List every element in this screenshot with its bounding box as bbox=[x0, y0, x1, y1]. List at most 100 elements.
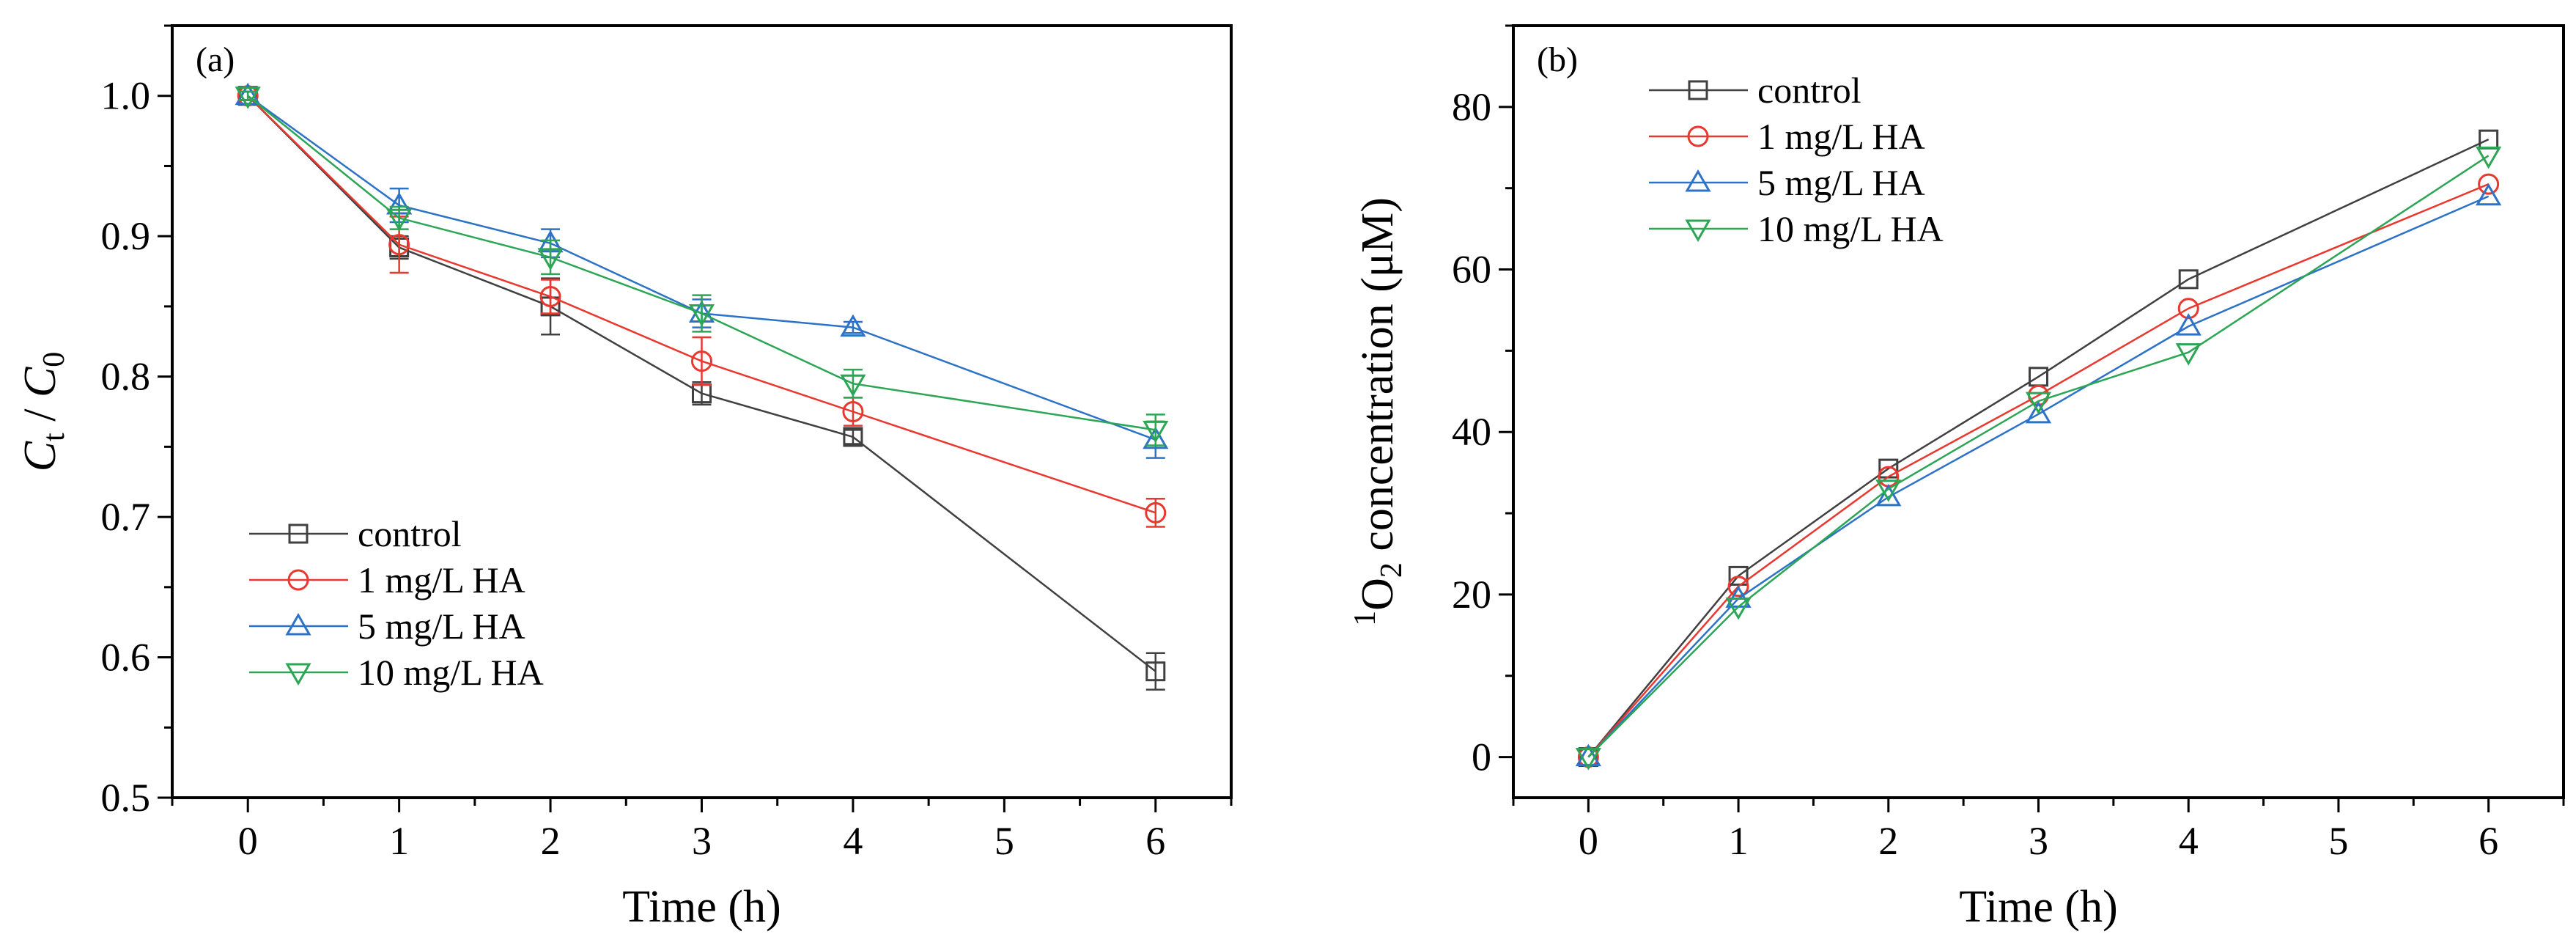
data-point bbox=[2175, 313, 2202, 336]
panel-b-y-tick-label: 20 bbox=[1452, 573, 1491, 617]
series-line bbox=[1587, 183, 2490, 758]
panel-a-x-axis-title: Time (h) bbox=[622, 882, 780, 932]
panel-a-y-axis-title: Ct / C0 bbox=[15, 352, 71, 472]
data-point bbox=[843, 427, 863, 447]
legend-item-1-mg-l-ha: 1 mg/L HA bbox=[1649, 116, 1925, 157]
legend-marker bbox=[285, 663, 311, 686]
series-line bbox=[1587, 139, 2490, 758]
y-title-separator: / bbox=[15, 397, 65, 433]
panel-a-x-tick-label: 4 bbox=[843, 819, 863, 863]
panel-b-y-tick-label: 40 bbox=[1452, 410, 1491, 454]
data-point bbox=[2476, 183, 2502, 206]
panel-b-x-tick-label: 3 bbox=[2029, 819, 2048, 863]
panel-a-x-tick-label: 6 bbox=[1145, 819, 1165, 863]
data-point bbox=[1575, 743, 1601, 767]
legend-marker bbox=[1685, 219, 1711, 243]
data-point bbox=[1875, 479, 1902, 502]
panel-b-y-tick-label: 80 bbox=[1452, 85, 1491, 129]
y-title-superscript: 1 bbox=[1348, 611, 1382, 626]
data-point bbox=[2178, 269, 2199, 290]
y-title-sub-0: 0 bbox=[37, 352, 71, 367]
series-line bbox=[247, 95, 1156, 431]
legend-marker bbox=[1688, 80, 1708, 100]
panel-b-legend: control 1 mg/L HA 5 mg/L HA 10 mg/L HA bbox=[1649, 70, 1944, 249]
data-point bbox=[1725, 598, 1752, 620]
series-line bbox=[247, 95, 1156, 441]
y-title-sub-t: t bbox=[37, 433, 71, 441]
legend-item-5-mg-l-ha: 5 mg/L HA bbox=[249, 606, 525, 647]
panel-a-label: (a) bbox=[196, 40, 235, 79]
legend-label: 10 mg/L HA bbox=[1757, 208, 1944, 249]
legend-item-control: control bbox=[249, 513, 462, 554]
data-point bbox=[1727, 576, 1749, 598]
data-point bbox=[235, 82, 261, 106]
legend-marker bbox=[1687, 125, 1709, 147]
data-point bbox=[539, 286, 561, 308]
legend-item-5-mg-l-ha: 5 mg/L HA bbox=[1649, 162, 1925, 203]
legend-marker bbox=[285, 612, 311, 636]
panel-b-y-tick-label: 0 bbox=[1472, 735, 1491, 779]
panel-b-label: (b) bbox=[1537, 40, 1578, 79]
data-point bbox=[840, 314, 866, 337]
y-title-rest: concentration (μM) bbox=[1353, 197, 1403, 562]
series-line bbox=[247, 95, 1156, 672]
legend-label: control bbox=[358, 513, 462, 554]
panel-a-y-tick-label: 0.9 bbox=[101, 214, 151, 258]
panel-b-series-5-mg-l-ha bbox=[1575, 183, 2502, 767]
legend-label: 5 mg/L HA bbox=[1757, 162, 1925, 203]
legend-item-10-mg-l-ha: 10 mg/L HA bbox=[249, 652, 544, 693]
series-line bbox=[1587, 195, 2490, 758]
legend-label: 5 mg/L HA bbox=[358, 606, 525, 647]
panel-a-y-tick-label: 0.6 bbox=[101, 636, 151, 680]
data-point bbox=[842, 401, 864, 422]
y-title-c: C bbox=[15, 441, 65, 471]
panel-a-x-tick-label: 3 bbox=[692, 819, 712, 863]
panel-b-x-tick-label: 5 bbox=[2328, 819, 2348, 863]
panel-a-series-10-mg-l-ha bbox=[235, 87, 1169, 447]
panel-b-x-tick-label: 4 bbox=[2179, 819, 2199, 863]
panel-a-x-tick-label: 1 bbox=[389, 819, 409, 863]
panel-a-x-tick-label: 5 bbox=[994, 819, 1014, 863]
legend-label: control bbox=[1757, 70, 1861, 111]
panel-a-x-tick-label: 2 bbox=[541, 819, 561, 863]
panel-a-legend: control 1 mg/L HA 5 mg/L HA 10 mg/L HA bbox=[249, 513, 544, 693]
data-point bbox=[2476, 146, 2502, 169]
data-point bbox=[386, 208, 413, 232]
data-point bbox=[2025, 392, 2052, 415]
panel-b-x-axis-title: Time (h) bbox=[1959, 882, 2117, 932]
panel-b-series-10-mg-l-ha bbox=[1575, 146, 2502, 771]
data-point bbox=[1143, 426, 1169, 449]
data-point bbox=[691, 350, 712, 372]
legend-item-10-mg-l-ha: 10 mg/L HA bbox=[1649, 208, 1944, 249]
panel-a-x-tick-label: 0 bbox=[238, 819, 258, 863]
panel-b-x-tick-label: 6 bbox=[2479, 819, 2498, 863]
y-title-subscript: 2 bbox=[1375, 562, 1409, 578]
data-point bbox=[1575, 748, 1601, 771]
series-line bbox=[1587, 155, 2490, 758]
legend-item-control: control bbox=[1649, 70, 1861, 111]
data-point bbox=[2177, 298, 2199, 320]
data-point bbox=[1875, 483, 1902, 507]
panel-b-x-tick-label: 0 bbox=[1579, 819, 1598, 863]
panel-a-y-tick-label: 0.8 bbox=[101, 355, 151, 399]
y-title-c: C bbox=[15, 367, 65, 397]
data-point bbox=[2175, 343, 2202, 366]
panel-a-y-tick-label: 1.0 bbox=[101, 74, 151, 118]
data-point bbox=[1143, 420, 1169, 444]
legend-marker bbox=[288, 523, 309, 544]
data-point bbox=[2478, 173, 2500, 195]
panel-a-y-tick-label: 0.7 bbox=[101, 495, 151, 539]
data-point bbox=[840, 374, 866, 397]
legend-marker bbox=[1685, 169, 1711, 192]
panel-b-y-axis-title: 1O2 concentration (μM) bbox=[1348, 197, 1409, 626]
panel-b-y-tick-label: 60 bbox=[1452, 248, 1491, 292]
data-point bbox=[537, 248, 564, 271]
panel-a-y-tick-label: 0.5 bbox=[101, 776, 151, 820]
y-title-o: O bbox=[1353, 578, 1403, 611]
data-point bbox=[1145, 501, 1167, 523]
data-point bbox=[1145, 661, 1166, 682]
